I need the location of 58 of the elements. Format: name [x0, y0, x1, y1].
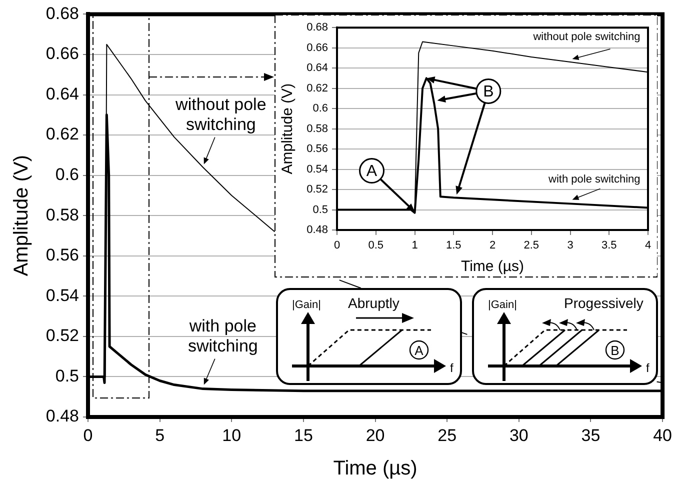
annotation: f	[646, 361, 650, 375]
y-tick-label: 0.52	[306, 184, 328, 196]
annotation: |Gain|	[292, 299, 321, 311]
y-tick-label: 0.52	[46, 326, 79, 346]
y-axis-title: Amplitude (V)	[279, 83, 296, 174]
y-tick-label: 0.68	[306, 22, 328, 34]
y-tick-label: 0.5	[55, 366, 79, 386]
x-tick-label: 25	[438, 426, 457, 445]
x-tick-label: 2.5	[524, 240, 540, 252]
annotation: B	[610, 343, 620, 358]
x-tick-label: 3.5	[601, 240, 617, 252]
y-tick-label: 0.66	[306, 42, 328, 54]
annotation: Progessively	[564, 295, 644, 311]
annotation: Abruptly	[348, 295, 400, 311]
y-tick-label: 0.6	[312, 102, 328, 115]
y-axis-title: Amplitude (V)	[10, 155, 33, 276]
x-tick-label: 4	[644, 240, 652, 252]
annotation: A	[414, 343, 424, 358]
x-tick-label: 3	[567, 240, 574, 252]
y-tick-label: 0.56	[46, 246, 79, 265]
x-tick-label: 15	[294, 426, 313, 445]
annotation: A	[366, 163, 378, 180]
x-tick-label: 30	[509, 426, 528, 445]
y-tick-label: 0.62	[306, 82, 328, 94]
y-tick-label: 0.66	[46, 44, 79, 64]
y-tick-label: 0.62	[46, 124, 79, 144]
y-tick-label: 0.58	[306, 122, 328, 135]
annotation: |Gain|	[488, 299, 517, 311]
y-tick-label: 0.56	[306, 143, 328, 156]
y-tick-label: 0.6	[55, 165, 79, 184]
y-tick-label: 0.48	[46, 406, 79, 426]
x-tick-label: 0.5	[368, 240, 384, 252]
x-tick-label: 2	[489, 240, 496, 252]
x-tick-label: 10	[222, 426, 242, 445]
x-axis-title: Time (µs)	[460, 258, 524, 276]
x-tick-label: 40	[653, 426, 672, 445]
legend-label: without pole switching	[174, 94, 266, 134]
y-tick-label: 0.64	[46, 84, 79, 104]
y-tick-label: 0.68	[46, 4, 79, 23]
y-tick-label: 0.5	[312, 204, 328, 216]
x-tick-label: 0	[83, 426, 93, 445]
y-tick-label: 0.54	[46, 286, 79, 305]
y-tick-label: 0.64	[306, 62, 328, 74]
x-tick-label: 1	[412, 240, 418, 252]
x-tick-label: 5	[155, 426, 165, 445]
series-label: with pole switching	[548, 174, 640, 186]
x-tick-label: 35	[581, 426, 600, 445]
annotation: f	[450, 361, 454, 375]
x-tick-label: 20	[366, 426, 385, 445]
annotation: B	[483, 84, 494, 101]
x-tick-label: 0	[334, 240, 340, 252]
y-tick-label: 0.48	[306, 224, 328, 236]
series-label: without pole switching	[532, 31, 640, 44]
x-tick-label: 1.5	[446, 240, 462, 252]
series-label: with pole switching	[188, 316, 258, 356]
y-tick-label: 0.54	[306, 163, 328, 176]
y-tick-label: 0.58	[46, 205, 79, 224]
x-axis-title: Time (µs)	[333, 458, 418, 480]
